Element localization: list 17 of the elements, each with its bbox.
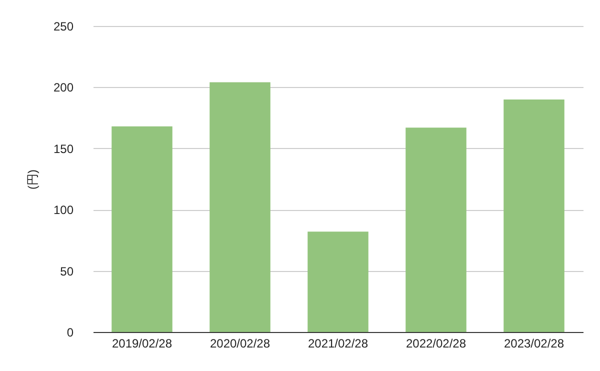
bar (112, 126, 172, 332)
bar (504, 99, 564, 332)
bar (406, 128, 466, 332)
x-tick-label: 2021/02/28 (308, 336, 368, 350)
y-tick-label: 100 (53, 203, 74, 218)
bar (210, 82, 270, 332)
x-tick-label: 2019/02/28 (112, 336, 172, 350)
y-tick-label: 50 (60, 264, 74, 278)
bar (308, 232, 368, 332)
y-tick-label: 250 (53, 20, 74, 34)
x-tick-label: 2022/02/28 (406, 336, 466, 350)
y-tick-label: 150 (53, 142, 74, 156)
y-axis-title: (円) (25, 170, 40, 190)
y-tick-label: 0 (66, 326, 74, 340)
x-tick-label: 2020/02/28 (210, 336, 270, 350)
y-tick-label: 200 (53, 80, 74, 95)
x-tick-label: 2023/02/28 (504, 336, 564, 350)
